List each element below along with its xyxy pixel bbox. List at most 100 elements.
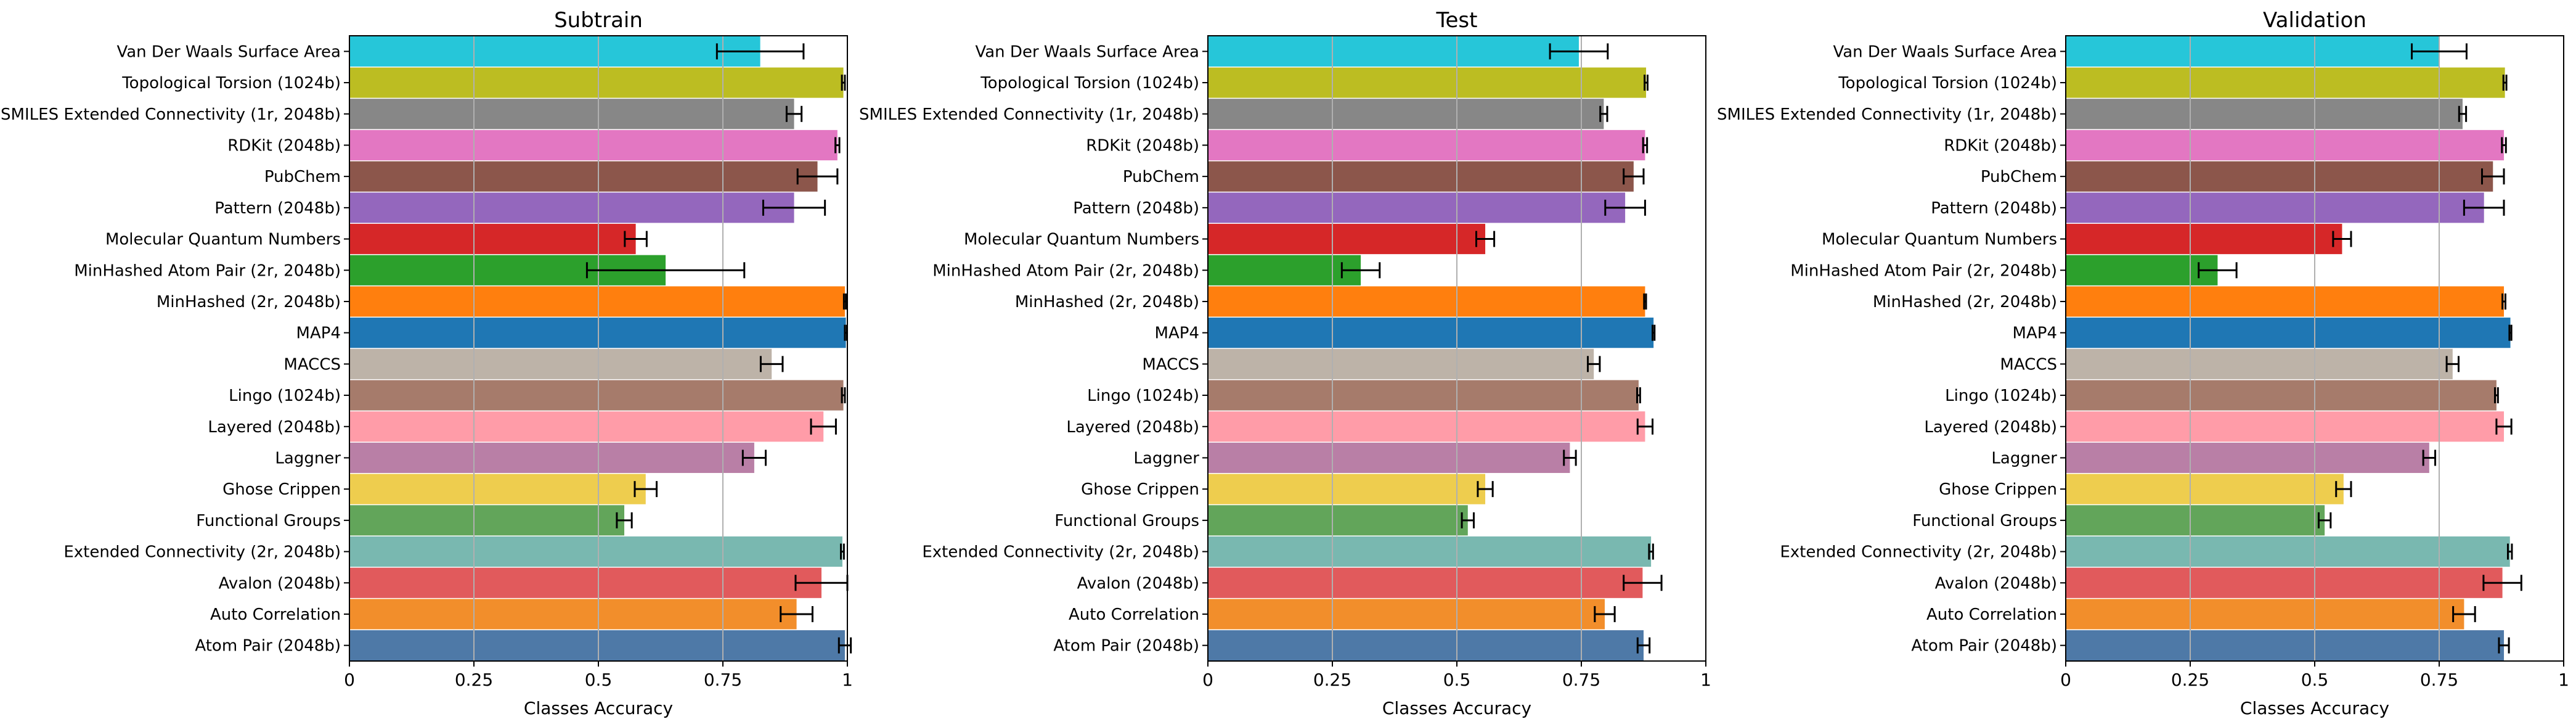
bar xyxy=(2066,411,2505,442)
category-label: PubChem xyxy=(1123,168,1199,186)
bar xyxy=(1208,567,1643,598)
bar xyxy=(2066,505,2325,536)
bar xyxy=(2066,161,2493,192)
bar xyxy=(1208,286,1645,317)
category-label: Topological Torsion (1024b) xyxy=(1838,74,2057,92)
panel-validation: Validation Van Der Waals Surface Area Topo… xyxy=(1717,8,2569,718)
category-label: Extended Connectivity (2r, 2048b) xyxy=(63,543,341,562)
category-label: MACCS xyxy=(1142,355,1199,374)
bar xyxy=(1208,630,1644,661)
x-tick-label: 0.25 xyxy=(1313,670,1351,690)
category-label: MAP4 xyxy=(296,324,341,343)
bar xyxy=(349,161,818,192)
category-label: Layered (2048b) xyxy=(208,418,341,437)
bar xyxy=(2066,348,2453,379)
category-label: PubChem xyxy=(1981,168,2057,186)
bar xyxy=(1208,474,1486,504)
x-tick-label: 1 xyxy=(842,670,853,690)
category-label: PubChem xyxy=(264,168,341,186)
category-label: Molecular Quantum Numbers xyxy=(964,231,1199,249)
category-label: Ghose Crippen xyxy=(1081,480,1199,499)
category-label: Functional Groups xyxy=(1912,512,2057,530)
x-axis-label: Classes Accuracy xyxy=(1382,698,1531,718)
category-label: Atom Pair (2048b) xyxy=(1053,637,1199,655)
x-tick-label: 1 xyxy=(1700,670,1711,690)
x-tick-label: 1 xyxy=(2558,670,2569,690)
category-label: Atom Pair (2048b) xyxy=(195,637,341,655)
category-label: Auto Correlation xyxy=(1069,606,1199,624)
category-label: Avalon (2048b) xyxy=(219,574,341,593)
category-label: RDKit (2048b) xyxy=(1944,136,2057,155)
category-label: Functional Groups xyxy=(196,512,341,530)
bar xyxy=(1208,161,1634,192)
category-label: Auto Correlation xyxy=(1926,606,2057,624)
bar xyxy=(1208,536,1652,567)
bar xyxy=(349,192,794,223)
category-label: Auto Correlation xyxy=(210,606,341,624)
category-label: MinHashed (2r, 2048b) xyxy=(1873,293,2057,311)
category-label: Molecular Quantum Numbers xyxy=(105,231,341,249)
x-tick-label: 0.75 xyxy=(1562,670,1600,690)
bar xyxy=(2066,318,2511,348)
category-label: Laggner xyxy=(1133,449,1199,467)
category-label: Ghose Crippen xyxy=(1939,480,2057,499)
category-label: Topological Torsion (1024b) xyxy=(121,74,341,92)
bar xyxy=(2066,67,2505,98)
bar xyxy=(2066,380,2497,411)
bar xyxy=(1208,348,1594,379)
x-tick-label: 0.5 xyxy=(2301,670,2329,690)
x-tick-label: 0.5 xyxy=(585,670,613,690)
category-label: Laggner xyxy=(1991,449,2057,467)
panel-title: Subtrain xyxy=(554,8,643,33)
category-label: MACCS xyxy=(2000,355,2057,374)
bar xyxy=(349,442,754,474)
x-tick-label: 0.25 xyxy=(2171,670,2209,690)
bar xyxy=(349,348,772,379)
bar xyxy=(1208,318,1654,348)
x-tick-label: 0 xyxy=(344,670,355,690)
category-label: MinHashed (2r, 2048b) xyxy=(1015,293,1199,311)
category-label: Pattern (2048b) xyxy=(214,199,341,218)
category-label: Extended Connectivity (2r, 2048b) xyxy=(1780,543,2057,562)
category-label: Avalon (2048b) xyxy=(1935,574,2057,593)
category-label: MAP4 xyxy=(1155,324,1199,343)
category-label: MinHashed Atom Pair (2r, 2048b) xyxy=(932,261,1199,280)
bar xyxy=(1208,99,1604,129)
bar xyxy=(349,36,760,67)
bar xyxy=(349,567,821,598)
category-label: Avalon (2048b) xyxy=(1077,574,1199,593)
category-label: Pattern (2048b) xyxy=(1073,199,1199,218)
category-label: MinHashed (2r, 2048b) xyxy=(157,293,341,311)
category-label: SMILES Extended Connectivity (1r, 2048b) xyxy=(859,105,1199,124)
category-label: Van Der Waals Surface Area xyxy=(116,43,341,61)
x-tick-label: 0.75 xyxy=(704,670,742,690)
bar xyxy=(2066,474,2344,504)
x-tick-label: 0.5 xyxy=(1443,670,1471,690)
bar xyxy=(1208,129,1645,161)
bar xyxy=(2066,286,2505,317)
category-label: Van Der Waals Surface Area xyxy=(975,43,1199,61)
bar xyxy=(2066,192,2484,223)
category-label: MAP4 xyxy=(2013,324,2057,343)
x-axis-label: Classes Accuracy xyxy=(2240,698,2389,718)
category-label: MinHashed Atom Pair (2r, 2048b) xyxy=(1790,261,2057,280)
bar xyxy=(1208,505,1468,536)
bar xyxy=(2066,223,2342,255)
bar xyxy=(349,474,646,504)
panel-title: Validation xyxy=(2263,8,2366,33)
category-label: SMILES Extended Connectivity (1r, 2048b) xyxy=(1717,105,2057,124)
bar xyxy=(349,223,636,255)
category-label: Layered (2048b) xyxy=(1066,418,1199,437)
bar xyxy=(1208,223,1486,255)
category-label: Lingo (1024b) xyxy=(1087,387,1199,405)
category-label: Molecular Quantum Numbers xyxy=(1822,231,2057,249)
x-tick-label: 0 xyxy=(1202,670,1213,690)
category-label: Layered (2048b) xyxy=(1924,418,2057,437)
bar xyxy=(349,630,845,661)
bar xyxy=(2066,99,2463,129)
bar xyxy=(2066,536,2510,567)
bar xyxy=(1208,255,1361,285)
category-label: Functional Groups xyxy=(1054,512,1199,530)
category-label: Atom Pair (2048b) xyxy=(1911,637,2057,655)
